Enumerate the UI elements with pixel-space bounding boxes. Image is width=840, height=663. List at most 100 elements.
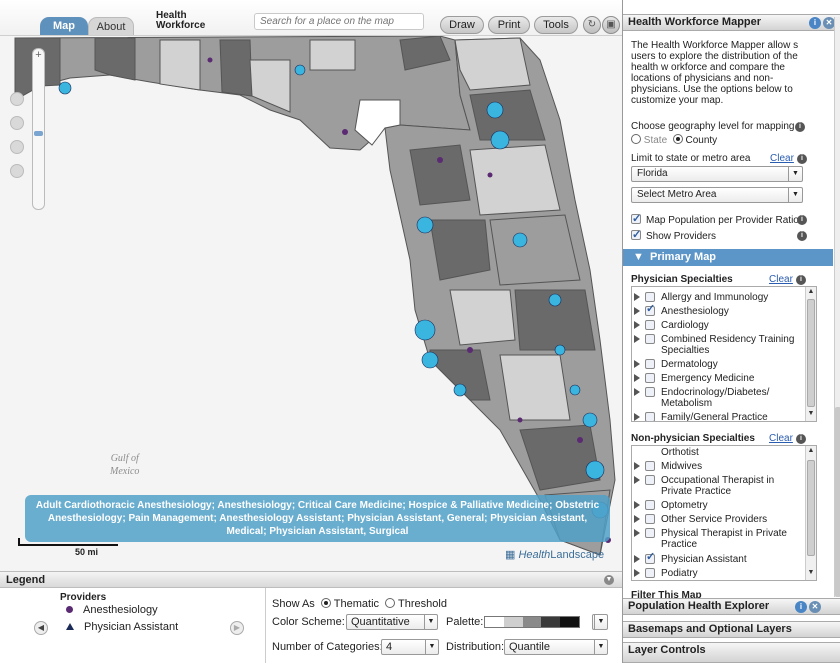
scroll-thumb[interactable] [807, 460, 815, 556]
specialty-checkbox[interactable] [645, 334, 655, 344]
expand-icon[interactable] [634, 476, 640, 484]
print-button[interactable]: Print [488, 16, 530, 34]
panel-scroll-thumb[interactable] [835, 407, 840, 597]
info-icon[interactable]: i [795, 601, 807, 613]
scroll-up-icon[interactable]: ▲ [807, 447, 815, 454]
specialty-checkbox[interactable] [645, 387, 655, 397]
show-providers-checkbox-row[interactable]: Show Providers [631, 228, 717, 242]
expand-icon[interactable] [634, 293, 640, 301]
primary-map-section[interactable]: ▼ Primary Map [623, 249, 833, 266]
filter-map-header[interactable]: Filter This Map [631, 590, 702, 601]
clear-physician-link[interactable]: Clear [769, 274, 793, 285]
thematic-radio[interactable] [320, 598, 331, 608]
specialty-checkbox[interactable] [645, 552, 655, 564]
tools-button[interactable]: Tools [534, 16, 578, 34]
specialty-checkbox[interactable] [645, 304, 655, 316]
distribution-select[interactable]: Quantile ▼ [504, 639, 608, 655]
specialty-checkbox[interactable] [645, 500, 655, 510]
population-ratio-checkbox-row[interactable]: Map Population per Provider Ratio [631, 212, 799, 226]
clear-limit-link[interactable]: Clear [770, 153, 794, 164]
map-canvas[interactable]: Map About Health Workforce Draw Print To… [0, 0, 622, 571]
pan-control-icon[interactable] [10, 140, 24, 154]
expand-icon[interactable] [634, 335, 640, 343]
expand-icon[interactable] [634, 569, 640, 577]
help-icon[interactable]: i [796, 275, 806, 285]
zoom-slider[interactable]: + [32, 48, 45, 210]
tab-about[interactable]: About [88, 17, 134, 35]
expand-icon[interactable] [634, 501, 640, 509]
panel-scrollbar[interactable] [834, 17, 840, 597]
specialty-checkbox[interactable] [645, 320, 655, 330]
pan-control-icon[interactable] [10, 116, 24, 130]
help-icon[interactable]: i [797, 154, 807, 164]
clear-nonphysician-link[interactable]: Clear [769, 433, 793, 444]
close-icon[interactable]: ✕ [809, 601, 821, 613]
place-search-input[interactable] [254, 13, 424, 30]
county-radio[interactable] [672, 134, 683, 144]
help-icon[interactable]: i [795, 122, 805, 132]
expand-icon[interactable] [634, 462, 640, 470]
specialty-checkbox[interactable] [645, 528, 655, 538]
legend-body: Providers Anesthesiology Physician Assis… [0, 588, 266, 663]
specialty-checkbox[interactable] [645, 292, 655, 302]
physician-specialties-list[interactable]: Allergy and Immunology Anesthesiology Ca… [631, 286, 817, 422]
metro-select[interactable]: Select Metro Area ▼ [631, 187, 803, 203]
expand-icon[interactable] [634, 413, 640, 421]
color-scheme-select[interactable]: Quantitative ▼ [346, 614, 438, 630]
show-providers-label: Show Providers [646, 231, 717, 242]
specialty-checkbox[interactable] [645, 568, 655, 578]
threshold-radio[interactable] [385, 598, 396, 608]
show-providers-checkbox[interactable] [631, 228, 641, 241]
help-icon[interactable]: i [797, 231, 807, 241]
circle-marker-icon [66, 606, 73, 613]
layer-controls-header[interactable]: Layer Controls [623, 642, 840, 663]
window-icon[interactable]: ▣ [602, 16, 620, 34]
scroll-thumb[interactable] [807, 299, 815, 407]
draw-button[interactable]: Draw [440, 16, 484, 34]
list-scrollbar[interactable]: ▲ ▼ [805, 287, 816, 421]
palette-swatch[interactable] [484, 616, 580, 628]
help-icon[interactable]: i [797, 215, 807, 225]
specialty-checkbox[interactable] [645, 359, 655, 369]
palette-dropdown[interactable]: ▼ [592, 614, 608, 630]
list-scrollbar[interactable]: ▲ ▼ [805, 446, 816, 580]
scroll-down-icon[interactable]: ▼ [807, 410, 815, 417]
zoom-in-icon[interactable]: + [35, 49, 42, 61]
pan-control-icon[interactable] [10, 92, 24, 106]
nonphysician-specialties-list[interactable]: Orthotist Midwives Occupational Therapis… [631, 445, 817, 581]
expand-icon[interactable] [634, 374, 640, 382]
tab-map[interactable]: Map [40, 17, 88, 35]
specialty-checkbox[interactable] [645, 514, 655, 524]
zoom-handle[interactable] [34, 131, 43, 136]
population-health-header[interactable]: Population Health Explorer i ✕ [623, 598, 840, 615]
state-select[interactable]: Florida ▼ [631, 166, 803, 182]
expand-icon[interactable] [634, 515, 640, 523]
close-icon[interactable]: ✕ [823, 17, 835, 29]
specialty-checkbox[interactable] [645, 475, 655, 485]
specialty-checkbox[interactable] [645, 461, 655, 471]
expand-icon[interactable] [634, 555, 640, 563]
expand-icon[interactable] [634, 307, 640, 315]
list-item-label: Cardiology [661, 320, 709, 331]
info-icon[interactable]: i [809, 17, 821, 29]
specialty-checkbox[interactable] [645, 412, 655, 421]
expand-icon[interactable] [634, 529, 640, 537]
help-icon[interactable]: i [796, 434, 806, 444]
state-radio[interactable] [631, 134, 641, 144]
next-arrow-icon[interactable]: ▶ [230, 621, 244, 635]
categories-select[interactable]: 4 ▼ [381, 639, 439, 655]
previous-arrow-icon[interactable]: ◀ [34, 621, 48, 635]
scroll-up-icon[interactable]: ▲ [807, 288, 815, 295]
specialty-checkbox[interactable] [645, 373, 655, 383]
scroll-down-icon[interactable]: ▼ [807, 569, 815, 576]
legend-header[interactable]: Legend ▼ [0, 571, 622, 588]
expand-icon[interactable] [634, 388, 640, 396]
population-ratio-checkbox[interactable] [631, 212, 641, 225]
collapse-icon[interactable]: ▼ [604, 575, 614, 585]
refresh-icon[interactable]: ↻ [583, 16, 601, 34]
pan-control-icon[interactable] [10, 164, 24, 178]
expand-icon[interactable] [634, 360, 640, 368]
state-select-value: Florida [637, 168, 668, 179]
expand-icon[interactable] [634, 321, 640, 329]
basemaps-header[interactable]: Basemaps and Optional Layers [623, 621, 840, 638]
